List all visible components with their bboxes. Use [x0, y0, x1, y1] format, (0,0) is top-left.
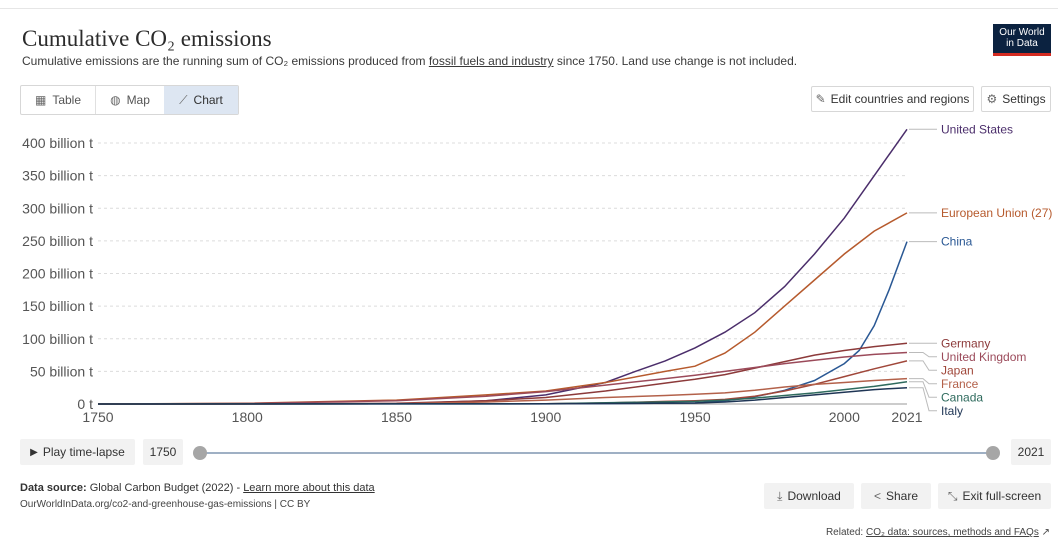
timeline-start-year: 1750 — [143, 439, 183, 465]
download-icon: ⤓ — [777, 488, 783, 503]
related-link: Related: CO₂ data: sources, methods and … — [825, 527, 1050, 538]
tab-table[interactable]: ▦ Table — [21, 86, 96, 114]
external-link-icon: ↗ — [1041, 527, 1050, 538]
subtitle-link[interactable]: fossil fuels and industry — [428, 54, 554, 68]
series-label-connector — [909, 352, 937, 358]
tab-map[interactable]: ◍ Map — [110, 93, 150, 107]
view-tabs: ▦ Table ◍ Map ⟋ Chart — [20, 85, 239, 115]
series-label: Japan — [941, 363, 974, 377]
play-timelapse-button[interactable]: ▶ Play time-lapse — [20, 439, 135, 465]
x-tick-label: 1800 — [232, 409, 263, 425]
timeline-track[interactable] — [200, 452, 993, 454]
y-tick-label: 300 billion t — [22, 200, 93, 216]
series-line — [97, 351, 908, 405]
download-button[interactable]: ⤓ Download — [764, 483, 854, 509]
x-tick-label: 1850 — [381, 409, 412, 425]
x-tick-label: 1750 — [82, 409, 113, 425]
series-label-connector — [909, 381, 937, 398]
tab-chart[interactable]: ⟋ Chart — [164, 86, 238, 114]
y-tick-label: 150 billion t — [22, 298, 93, 314]
play-icon: ▶ — [30, 446, 38, 458]
series-label-connector — [909, 387, 937, 412]
line-chart: 0 t 50 billion t 100 billion t 150 billion … — [22, 122, 1052, 425]
y-tick-label: 250 billion t — [22, 233, 93, 249]
series-label: Italy — [941, 404, 963, 418]
timeline-end-year: 2021 — [1011, 439, 1051, 465]
pencil-icon: ✎ — [815, 92, 826, 106]
series-line — [97, 128, 908, 405]
series-line — [97, 381, 908, 405]
gear-icon: ⚙ — [986, 92, 998, 106]
y-tick-label: 400 billion t — [22, 135, 93, 151]
timeline-start-handle[interactable] — [193, 446, 207, 460]
series-line — [97, 212, 908, 405]
x-tick-label: 1900 — [530, 409, 561, 425]
series-label-connector — [909, 360, 937, 371]
series-line — [97, 377, 908, 405]
timeline-end-handle[interactable] — [986, 446, 1000, 460]
series-label: United States — [941, 122, 1013, 136]
x-tick-label: 2021 — [891, 409, 922, 425]
series-label: France — [941, 377, 979, 391]
y-tick-label: 350 billion t — [22, 168, 93, 184]
learn-more-link[interactable]: Learn more about this data — [243, 482, 375, 494]
settings-button[interactable]: ⚙ Settings — [981, 86, 1051, 112]
series-line — [97, 241, 908, 405]
series-line — [97, 386, 908, 405]
chart-subtitle: Cumulative emissions are the running sum… — [22, 54, 798, 68]
series-label: United Kingdom — [941, 350, 1026, 364]
x-tick-label: 2000 — [829, 409, 860, 425]
series-label: Germany — [941, 336, 990, 350]
edit-countries-button[interactable]: ✎ Edit countries and regions — [811, 86, 974, 112]
y-tick-label: 100 billion t — [22, 331, 93, 347]
data-source: Data source: Global Carbon Budget (2022)… — [20, 482, 375, 494]
globe-icon: ◍ — [110, 93, 121, 107]
series-label: China — [941, 235, 973, 249]
chart-title: Cumulative CO₂ emissions — [22, 26, 272, 51]
y-tick-label: 0 t — [77, 396, 93, 412]
table-icon: ▦ — [34, 93, 47, 107]
line-chart-icon: ⟋ — [179, 92, 188, 107]
series-label: Canada — [941, 390, 983, 404]
source-url[interactable]: OurWorldInData.org/co2-and-greenhouse-ga… — [20, 499, 311, 510]
series-label: European Union (27) — [941, 206, 1052, 220]
x-tick-label: 1950 — [679, 409, 710, 425]
share-button[interactable]: < Share — [861, 483, 931, 509]
exit-fullscreen-button[interactable]: ⤡ Exit full-screen — [938, 483, 1051, 509]
owid-logo[interactable]: Our World in Data — [993, 24, 1051, 56]
y-tick-label: 50 billion t — [30, 363, 93, 379]
exit-fullscreen-icon: ⤡ — [947, 488, 958, 503]
series-label-connector — [909, 378, 937, 385]
chart-frame — [0, 8, 1058, 519]
share-icon: < — [873, 489, 881, 503]
y-tick-label: 200 billion t — [22, 266, 93, 282]
